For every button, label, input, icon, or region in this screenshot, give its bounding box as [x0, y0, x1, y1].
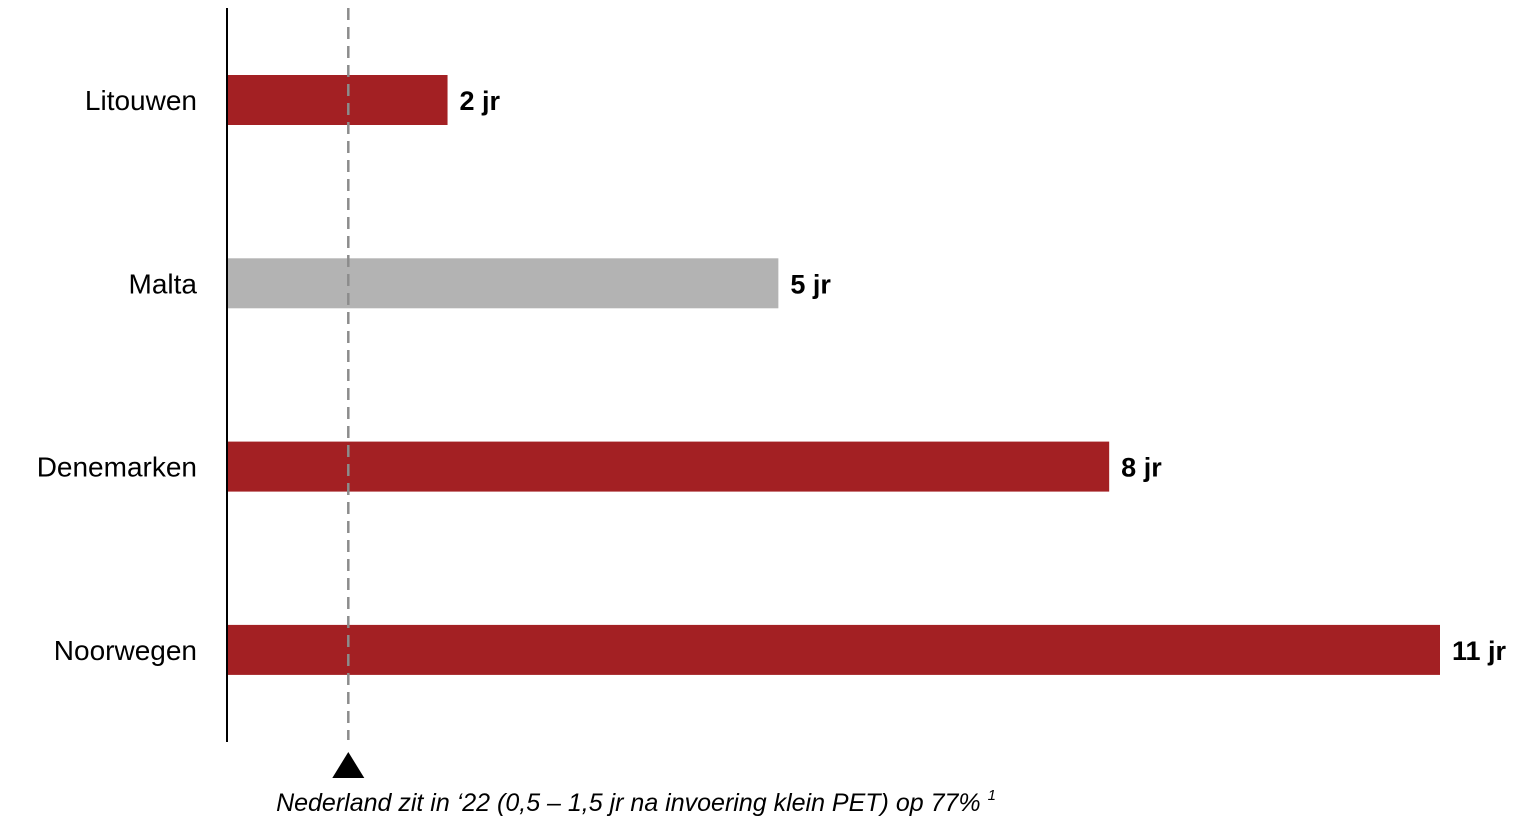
category-label-noorwegen: Noorwegen: [54, 635, 197, 666]
category-label-malta: Malta: [129, 268, 198, 299]
category-label-litouwen: Litouwen: [85, 85, 197, 116]
value-label-litouwen: 2 jr: [460, 86, 501, 116]
reference-annotation: Nederland zit in ‘22 (0,5 – 1,5 jr na in…: [276, 787, 996, 817]
annotation-superscript: 1: [988, 787, 996, 804]
bar-malta: [227, 258, 779, 309]
reference-marker-triangle: [332, 752, 365, 778]
value-label-noorwegen: 11 jr: [1452, 636, 1507, 666]
annotation-main-text: Nederland zit in ‘22 (0,5 – 1,5 jr na in…: [276, 789, 981, 817]
bars-layer: [227, 75, 1440, 675]
bar-denemarken: [227, 441, 1110, 492]
category-label-denemarken: Denemarken: [37, 452, 197, 483]
labels-layer: Litouwen 2 jr Malta 5 jr Denemarken 8 jr Noorw…: [37, 85, 1507, 666]
value-label-malta: 5 jr: [790, 269, 831, 299]
bar-noorwegen: [227, 624, 1440, 675]
bar-litouwen: [227, 75, 448, 125]
value-label-denemarken: 8 jr: [1121, 453, 1162, 483]
